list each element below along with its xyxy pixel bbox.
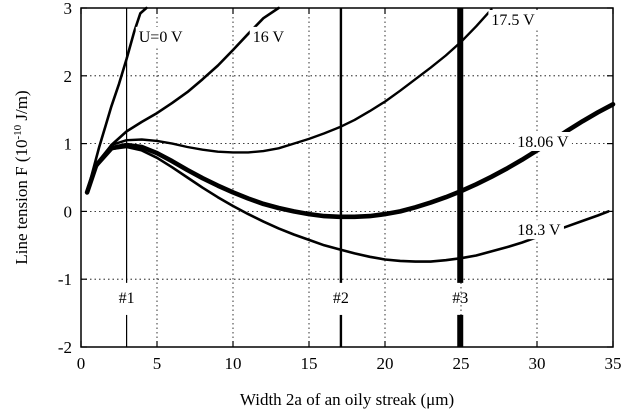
series-label-1: U=0 V xyxy=(139,29,183,46)
y-tick-label-2: 0 xyxy=(64,202,73,221)
series-line-1 xyxy=(85,6,148,194)
x-tick-label-4: 20 xyxy=(377,354,394,373)
series-lines xyxy=(84,6,616,263)
y-axis-label-exponent: -10 xyxy=(12,124,24,139)
axis-ticks: 0 5 10 15 20 25 30 35 -2 -1 0 1 2 3 xyxy=(58,0,622,373)
series-line-2 xyxy=(85,6,280,194)
vertical-markers: #1 #2 #3 xyxy=(119,8,468,347)
y-axis-label: Line tension F (10-10 J/m) xyxy=(12,90,31,264)
series-label-bg-5 xyxy=(514,220,564,240)
series-line-3 xyxy=(85,8,493,194)
x-tick-label-7: 35 xyxy=(605,354,622,373)
y-axis-label-main: Line tension F (10 xyxy=(12,140,31,265)
series-line-4 xyxy=(84,102,616,220)
series-label-5: 18.3 V xyxy=(517,222,561,239)
series-label-3: 17.5 V xyxy=(491,12,535,29)
y-tick-label-3: 1 xyxy=(64,135,73,154)
marker-label-2: #2 xyxy=(333,290,349,307)
annotations: U=0 V 16 V 17.5 V 18.06 V 18.3 V xyxy=(135,9,572,240)
series-label-4: 18.06 V xyxy=(517,134,569,151)
y-tick-label-4: 2 xyxy=(64,67,73,86)
series-label-bg-4 xyxy=(514,131,572,151)
series-label-bg-1 xyxy=(135,26,187,46)
series-line-5 xyxy=(85,145,610,263)
x-tick-label-3: 15 xyxy=(301,354,318,373)
series-label-bg-2 xyxy=(249,26,288,46)
x-tick-label-1: 5 xyxy=(153,354,162,373)
marker-label-3: #3 xyxy=(452,290,468,307)
marker-label-1: #1 xyxy=(119,290,135,307)
y-tick-label-0: -2 xyxy=(58,338,72,357)
y-tick-label-5: 3 xyxy=(64,0,73,18)
grid xyxy=(81,8,613,347)
x-tick-label-5: 25 xyxy=(453,354,470,373)
plot-frame xyxy=(80,7,614,348)
x-tick-label-0: 0 xyxy=(77,354,86,373)
series-label-2: 16 V xyxy=(253,29,285,46)
x-tick-label-6: 30 xyxy=(529,354,546,373)
y-tick-label-1: -1 xyxy=(58,270,72,289)
series-label-bg-3 xyxy=(488,9,539,29)
x-tick-label-2: 10 xyxy=(225,354,242,373)
x-axis-label: Width 2a of an oily streak (μm) xyxy=(240,390,454,409)
y-axis-label-tail: J/m) xyxy=(12,90,31,124)
